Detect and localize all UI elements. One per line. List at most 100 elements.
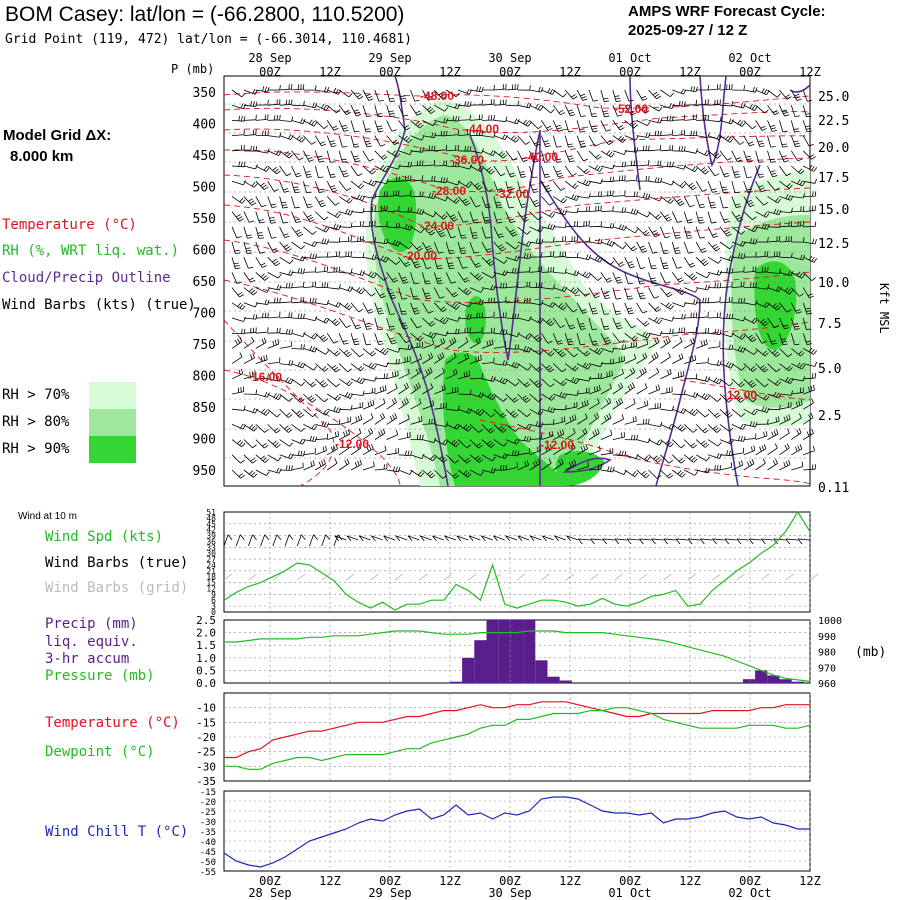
wind-barb xyxy=(767,333,777,345)
wind-barb xyxy=(588,412,600,425)
wind-barb xyxy=(541,317,555,327)
wind-barb xyxy=(564,105,576,117)
wind-barb xyxy=(243,257,254,269)
wind-barb xyxy=(505,296,519,304)
precip-ytick: 2.0 xyxy=(196,627,216,640)
wind-barb xyxy=(374,302,384,315)
height-kft: 25.0 xyxy=(818,90,849,105)
surface-wind-barb xyxy=(334,535,347,542)
wind-barb xyxy=(243,180,258,188)
wind-barb xyxy=(600,317,610,330)
wind-barb xyxy=(636,272,645,285)
wind-barb xyxy=(398,272,409,284)
precip-bar xyxy=(449,681,463,683)
wind-barb xyxy=(267,256,281,267)
wind-barb xyxy=(231,386,245,395)
wind-barb xyxy=(267,211,276,224)
grid-wind-barb xyxy=(809,573,819,581)
height-axis-title: Kft MSL xyxy=(877,283,891,334)
wind-barb xyxy=(303,226,317,235)
wind-barb xyxy=(326,135,337,148)
wind-barb xyxy=(445,89,460,98)
wind-barb xyxy=(303,150,314,162)
wind-barb xyxy=(243,145,258,152)
bottom-tick-label: 12Z xyxy=(439,874,461,888)
wind-barb xyxy=(779,89,792,100)
wind-barb xyxy=(624,175,638,182)
wind-barb xyxy=(517,266,531,273)
wind-barb xyxy=(552,120,563,132)
precip-bar xyxy=(535,660,548,683)
temperature-contour-label: -12.00 xyxy=(540,438,574,452)
wind-barb xyxy=(374,333,384,345)
wind-barb xyxy=(541,165,551,178)
wind-barb xyxy=(326,181,338,193)
wind-barb xyxy=(303,363,318,371)
wind-barb xyxy=(672,129,685,136)
wind-ytick: 24 xyxy=(206,561,216,570)
wind-barb xyxy=(362,348,377,357)
wind-barb xyxy=(791,399,803,410)
precip-ytick: 1.0 xyxy=(196,652,216,665)
wind-barb xyxy=(564,333,574,346)
wind-barb xyxy=(243,88,258,95)
wind-barb xyxy=(326,150,336,163)
wind-barb xyxy=(315,86,330,93)
wind-barb xyxy=(255,454,269,463)
temp-ytick: -15 xyxy=(196,716,216,729)
bottom-tick-label: 00Z xyxy=(739,874,761,888)
precip-label: Precip (mm) xyxy=(45,616,138,632)
wind-barb xyxy=(458,327,471,334)
wind-barb xyxy=(374,120,384,133)
wind-barb xyxy=(767,443,778,456)
wind-barb xyxy=(314,181,325,193)
wind-barb xyxy=(791,206,805,212)
wind-barb xyxy=(493,241,507,252)
wind-barb xyxy=(267,180,279,192)
wind-barb xyxy=(315,421,330,428)
page-title: BOM Casey: lat/lon = (-66.2800, 110.5200… xyxy=(5,3,405,26)
wind-barb xyxy=(326,348,341,357)
wind-barb xyxy=(398,382,409,395)
wind-barb xyxy=(255,424,269,433)
wind-barb xyxy=(707,84,721,91)
wind-barb xyxy=(481,241,493,253)
wind-barb xyxy=(374,89,384,102)
wind-barb xyxy=(779,302,792,313)
wind-barb xyxy=(434,177,448,184)
wind-barb xyxy=(743,86,758,93)
wind-barb xyxy=(803,164,818,172)
wind-barb xyxy=(541,348,555,357)
wind-barb xyxy=(481,226,491,239)
wind-barb xyxy=(684,373,698,380)
wind-barb xyxy=(565,270,580,277)
wind-barb xyxy=(398,120,411,131)
wind-barb xyxy=(636,339,649,349)
wind-ytick: 42 xyxy=(206,526,216,535)
grid-wind-barb xyxy=(541,573,550,581)
wind-barb xyxy=(350,287,365,295)
wind-barb xyxy=(493,341,507,349)
wind-barb xyxy=(445,211,458,222)
wind-ytick: 27 xyxy=(206,555,216,564)
wind-barb xyxy=(648,302,662,312)
wind-barb xyxy=(326,458,338,471)
wind-barb xyxy=(636,469,650,479)
wind-barb xyxy=(731,252,746,259)
grid-wind-barb xyxy=(272,573,282,581)
grid-wind-barb xyxy=(345,573,355,581)
wind-barb xyxy=(683,272,698,281)
wind-barb xyxy=(553,348,567,358)
wind-barb xyxy=(660,226,670,239)
wind-barb xyxy=(458,100,472,107)
wind-barb xyxy=(517,196,527,208)
wind-barb xyxy=(672,336,683,349)
wind-barb xyxy=(743,282,757,288)
wind-barb xyxy=(541,332,553,344)
wind-barb xyxy=(350,390,365,396)
wind-barb xyxy=(600,429,613,440)
wind-barb xyxy=(802,333,813,345)
wind-barb xyxy=(303,297,317,304)
wind-barb xyxy=(755,419,769,425)
wind-barb xyxy=(410,341,423,349)
